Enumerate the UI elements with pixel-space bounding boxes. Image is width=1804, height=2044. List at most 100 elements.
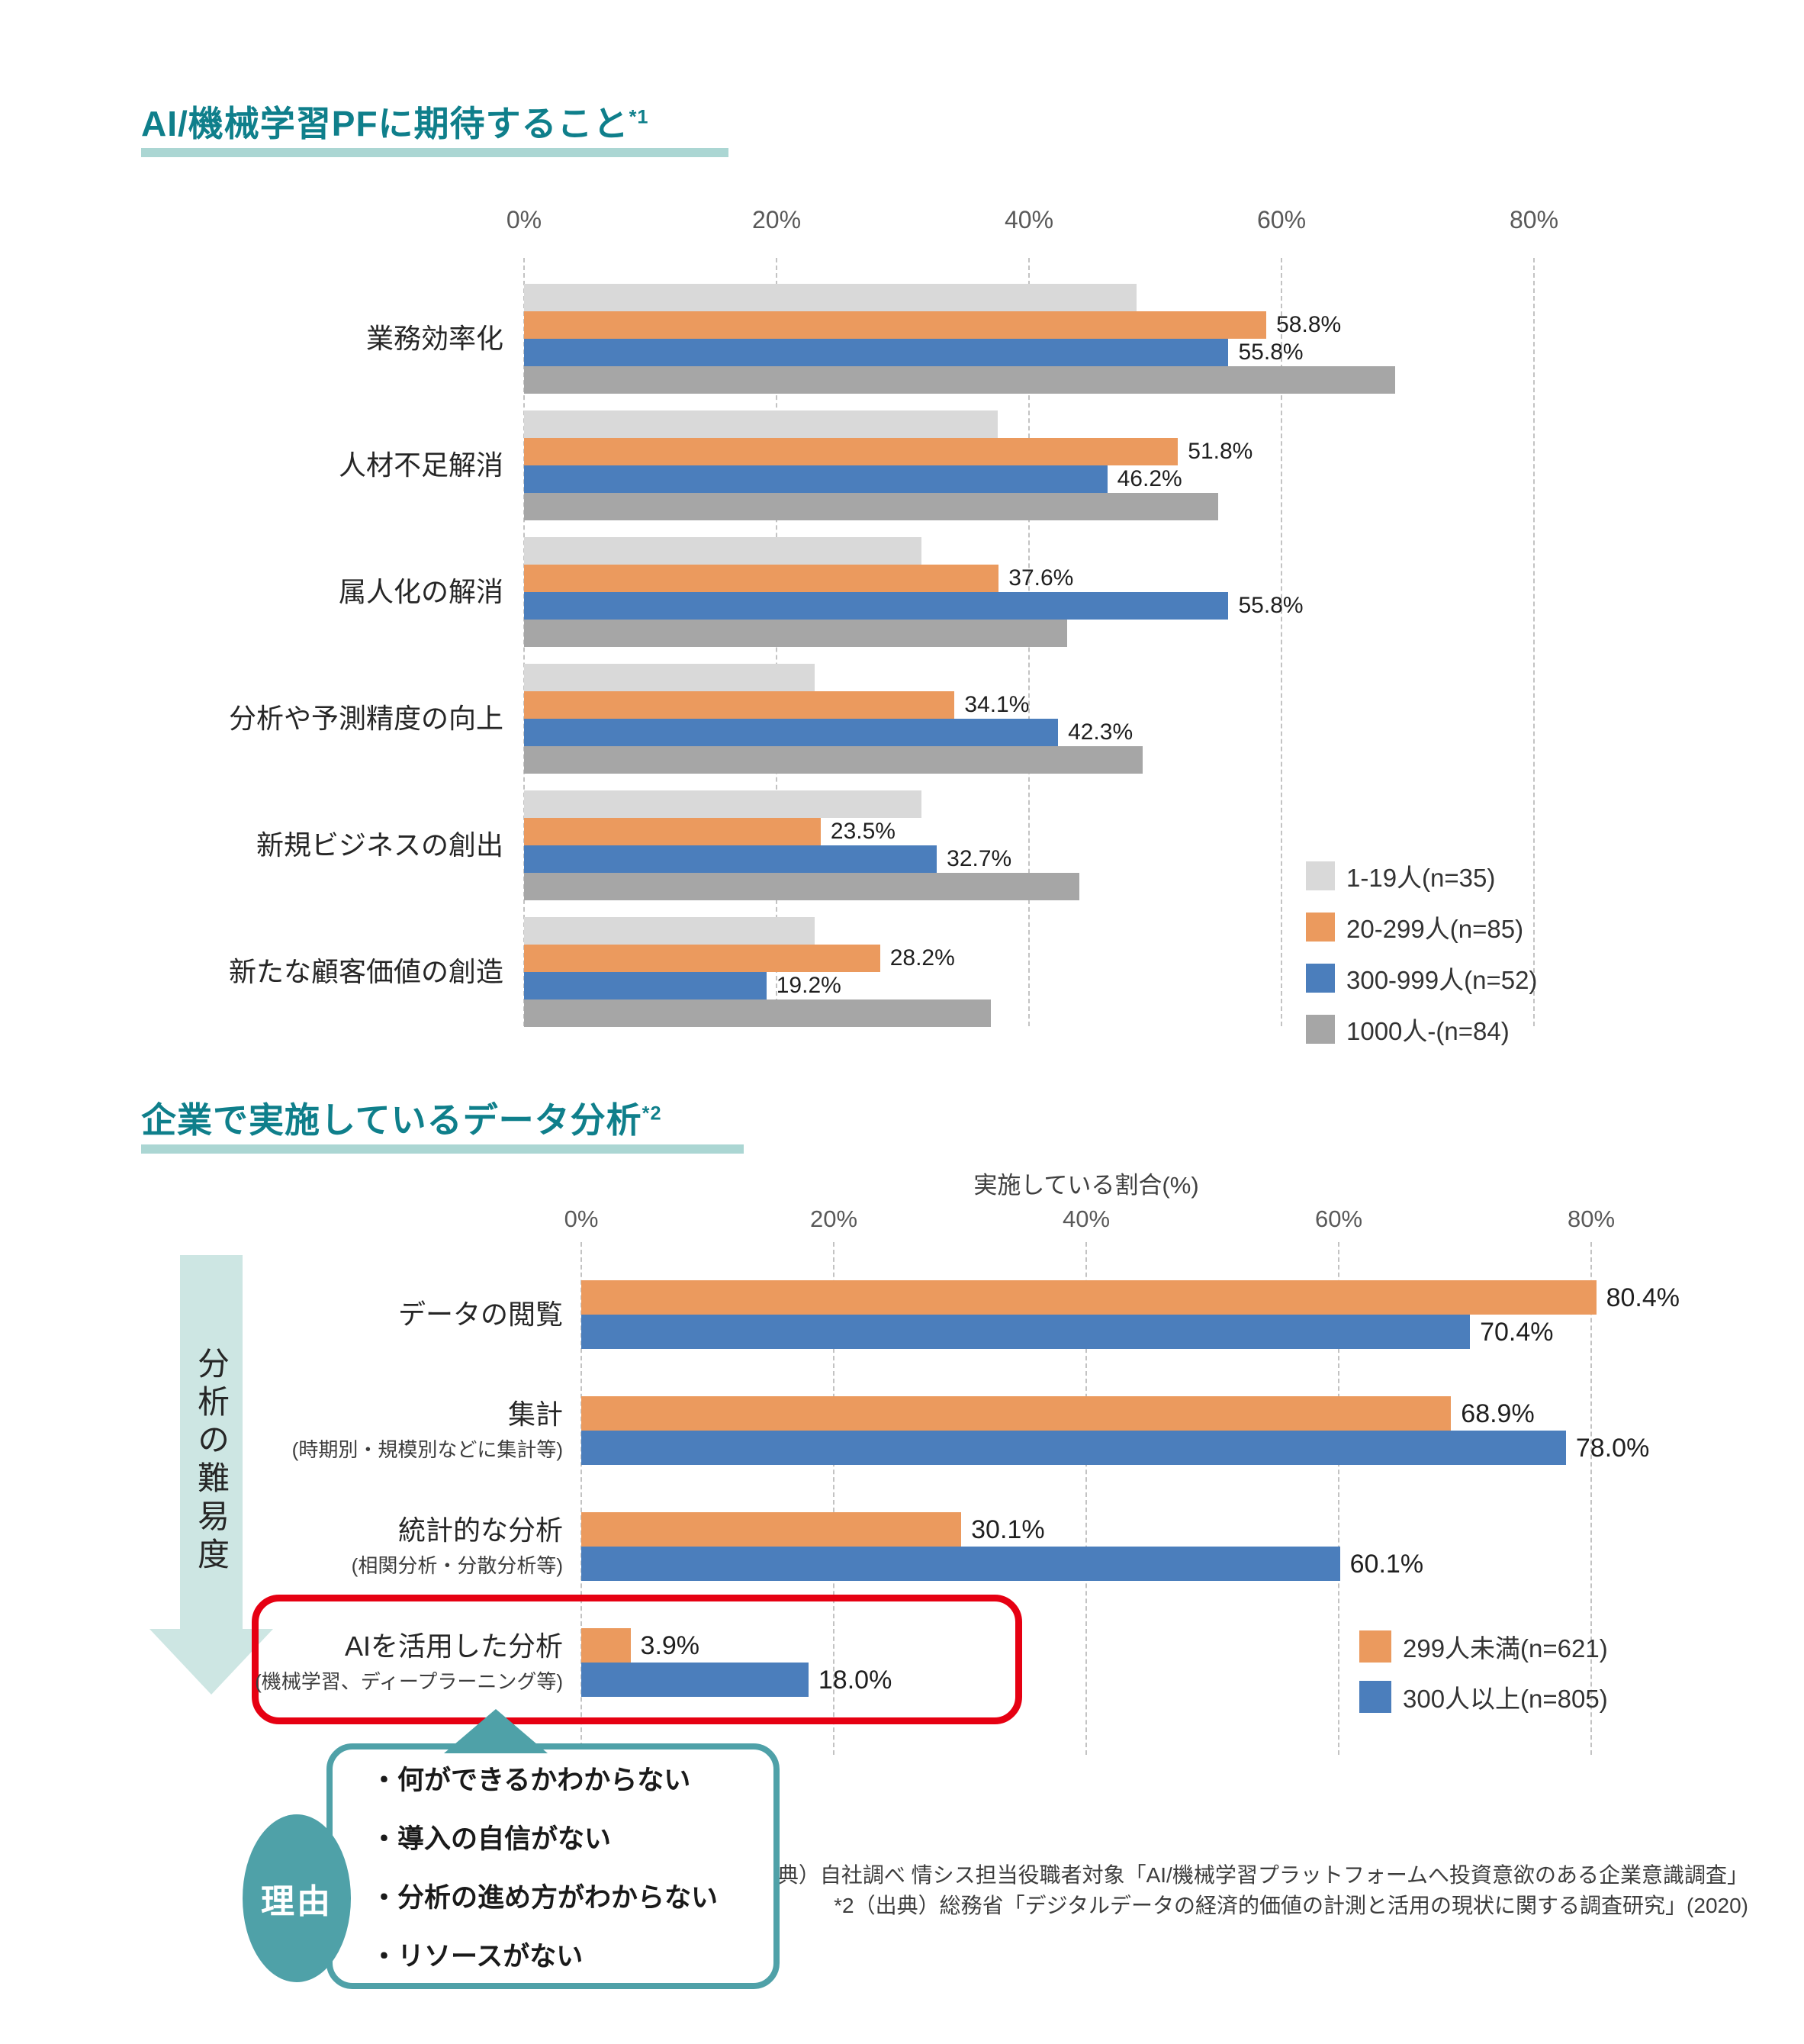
ai-ml-pf-expectations-bar xyxy=(524,366,1395,394)
ai-ml-pf-expectations-axis-tick-label: 0% xyxy=(506,206,542,233)
ai-ml-pf-expectations-category-label: 新規ビジネスの創出 xyxy=(61,790,503,900)
ai-ml-pf-expectations-bar xyxy=(524,818,821,845)
ai-ml-pf-expectations-axis-tick-label: 20% xyxy=(751,206,802,233)
ai-ml-pf-expectations-category-label: 業務効率化 xyxy=(61,284,503,394)
ai-ml-pf-expectations-legend-label: 20-299人(n=85) xyxy=(1346,915,1524,943)
chart1-title-text: AI/機械学習PFに期待すること xyxy=(141,104,629,144)
company-data-analysis-gridline xyxy=(580,1242,582,1755)
company-data-analysis-axis-tick-label: 20% xyxy=(809,1205,858,1232)
ai-ml-pf-expectations-category-label: 属人化の解消 xyxy=(61,537,503,647)
ai-ml-pf-expectations-axis-tick-label: 40% xyxy=(1004,206,1054,233)
reason-bullet: ・導入の自信がない xyxy=(371,1824,612,1854)
ai-ml-pf-expectations-category-label-main: 分析や予測精度の向上 xyxy=(228,703,503,735)
ai-ml-pf-expectations-legend-item: 20-299人(n=85) xyxy=(1306,909,1537,945)
company-data-analysis-category-label-main: 集計 xyxy=(507,1398,563,1430)
ai-ml-pf-expectations-bar xyxy=(524,565,999,592)
ai-ml-pf-expectations-category-label-main: 業務効率化 xyxy=(365,323,503,355)
company-data-analysis-category-label-sub: (機械学習、ディープラーニング等) xyxy=(255,1670,563,1694)
company-data-analysis-bar-value-label: 30.1% xyxy=(971,1514,1045,1544)
footnotes: *1（出典）自社調べ 情シス担当役職者対象「AI/機械学習プラットフォームへ投資… xyxy=(687,1860,1748,1921)
company-data-analysis-category-label: 統計的な分析 (相関分析・分散分析等) xyxy=(121,1512,563,1581)
ai-ml-pf-expectations-bar xyxy=(524,790,922,818)
company-data-analysis-bar xyxy=(581,1396,1452,1431)
footnote-2: *2（出典）総務省「デジタルデータの経済的価値の計測と活用の現状に関する調査研究… xyxy=(834,1894,1748,1917)
ai-analysis-highlight-box xyxy=(252,1595,1022,1724)
ai-ml-pf-expectations-bar-value-label: 23.5% xyxy=(830,819,896,844)
company-data-analysis-category-label-main: データの閲覧 xyxy=(397,1299,563,1331)
ai-ml-pf-expectations-bar xyxy=(524,719,1059,746)
company-data-analysis-bar xyxy=(581,1512,962,1547)
reason-bullet: ・分析の進め方がわからない xyxy=(371,1883,719,1913)
chart2-axis-title: 実施している割合(%) xyxy=(973,1172,1199,1199)
ai-ml-pf-expectations-bar-value-label: 42.3% xyxy=(1068,719,1134,745)
ai-ml-pf-expectations-gridline xyxy=(1533,258,1535,1026)
company-data-analysis-bar xyxy=(581,1547,1340,1581)
ai-ml-pf-expectations-legend-item: 300-999人(n=52) xyxy=(1306,960,1537,996)
company-data-analysis-bar-value-label: 68.9% xyxy=(1461,1399,1535,1428)
chart2-title-note: *2 xyxy=(642,1102,662,1125)
company-data-analysis-legend: 299人未満(n=621) 300人以上(n=805) xyxy=(1359,1628,1608,1715)
company-data-analysis-gridline xyxy=(833,1242,834,1755)
ai-ml-pf-expectations-legend-swatch-icon xyxy=(1306,861,1335,890)
company-data-analysis-axis-tick-label: 80% xyxy=(1567,1205,1616,1232)
company-data-analysis-bar-value-label: 80.4% xyxy=(1606,1283,1680,1312)
reason-bullet: ・何ができるかわからない xyxy=(371,1766,691,1795)
ai-ml-pf-expectations-bar xyxy=(524,972,767,999)
ai-ml-pf-expectations-bar xyxy=(524,339,1229,366)
company-data-analysis-gridline xyxy=(1590,1242,1592,1755)
reasons-bubble: ・何ができるかわからない ・導入の自信がない ・分析の進め方がわからない ・リソ… xyxy=(326,1743,780,1989)
company-data-analysis-bar-value-label: 60.1% xyxy=(1349,1549,1424,1579)
ai-ml-pf-expectations-bar xyxy=(524,465,1108,493)
company-data-analysis-category-label: データの閲覧 xyxy=(121,1280,563,1349)
footnote-1: *1（出典）自社調べ 情シス担当役職者対象「AI/機械学習プラットフォームへ投資… xyxy=(714,1863,1748,1887)
ai-ml-pf-expectations-bar xyxy=(524,620,1067,647)
company-data-analysis-axis-tick-label: 0% xyxy=(564,1205,599,1232)
ai-ml-pf-expectations-gridline xyxy=(1281,258,1282,1026)
company-data-analysis-category-label-main: AIを活用した分析 xyxy=(344,1630,563,1662)
chart2-title-text: 企業で実施しているデータ分析 xyxy=(141,1100,642,1141)
company-data-analysis-bar xyxy=(581,1431,1566,1465)
company-data-analysis-bar xyxy=(581,1628,631,1663)
ai-ml-pf-expectations-bar-value-label: 19.2% xyxy=(776,973,841,998)
company-data-analysis-bar-value-label: 18.0% xyxy=(818,1665,892,1695)
company-data-analysis-legend-label: 299人未満(n=621) xyxy=(1403,1634,1608,1663)
ai-ml-pf-expectations-bar xyxy=(524,999,992,1027)
company-data-analysis-bar xyxy=(581,1315,1471,1349)
company-data-analysis-category-label-sub: (時期別・規模別などに集計等) xyxy=(291,1438,563,1462)
ai-ml-pf-expectations-bar-value-label: 37.6% xyxy=(1008,565,1074,591)
ai-ml-pf-expectations-legend-label: 300-999人(n=52) xyxy=(1346,966,1538,994)
chart2-title: 企業で実施しているデータ分析*2 xyxy=(141,1093,662,1143)
company-data-analysis-axis-tick-label: 40% xyxy=(1062,1205,1111,1232)
chart1-title-note: *1 xyxy=(629,106,649,128)
company-data-analysis-gridline xyxy=(1338,1242,1339,1755)
reason-badge: 理由 xyxy=(243,1814,351,1982)
ai-ml-pf-expectations-category-label-main: 属人化の解消 xyxy=(338,576,503,608)
ai-ml-pf-expectations-bar xyxy=(524,691,955,719)
ai-ml-pf-expectations-legend-label: 1000人-(n=84) xyxy=(1346,1017,1510,1045)
ai-ml-pf-expectations-legend-item: 1000人-(n=84) xyxy=(1306,1011,1537,1048)
ai-ml-pf-expectations-legend-swatch-icon xyxy=(1306,913,1335,942)
ai-ml-pf-expectations-bar xyxy=(524,664,815,691)
company-data-analysis-bar-value-label: 70.4% xyxy=(1480,1317,1554,1347)
ai-ml-pf-expectations-bar xyxy=(524,311,1267,339)
ai-ml-pf-expectations-legend: 1-19人(n=35) 20-299人(n=85) 300-999人(n=52) 10… xyxy=(1306,858,1537,1048)
company-data-analysis-legend-item: 299人未満(n=621) xyxy=(1359,1628,1608,1665)
ai-ml-pf-expectations-bar xyxy=(524,438,1179,465)
company-data-analysis-axis-tick-label: 60% xyxy=(1314,1205,1363,1232)
ai-ml-pf-expectations-bar xyxy=(524,945,880,972)
difficulty-axis-label: 分析の難易度 xyxy=(193,1347,230,1576)
company-data-analysis-bar xyxy=(581,1663,809,1697)
ai-ml-pf-expectations-legend-swatch-icon xyxy=(1306,964,1335,993)
company-data-analysis-legend-item: 300人以上(n=805) xyxy=(1359,1679,1608,1715)
chart2-title-underline xyxy=(141,1144,744,1154)
ai-ml-pf-expectations-axis-tick-label: 80% xyxy=(1509,206,1559,233)
ai-ml-pf-expectations-category-label: 人材不足解消 xyxy=(61,410,503,520)
ai-ml-pf-expectations-bar-value-label: 51.8% xyxy=(1188,439,1253,464)
ai-ml-pf-expectations-bar-value-label: 55.8% xyxy=(1238,340,1304,365)
ai-ml-pf-expectations-bar xyxy=(524,493,1219,520)
ai-ml-pf-expectations-bar xyxy=(524,592,1229,620)
ai-ml-pf-expectations-category-label: 分析や予測精度の向上 xyxy=(61,664,503,774)
ai-ml-pf-expectations-category-label-main: 人材不足解消 xyxy=(338,449,503,481)
ai-ml-pf-expectations-bar-value-label: 34.1% xyxy=(964,692,1030,717)
